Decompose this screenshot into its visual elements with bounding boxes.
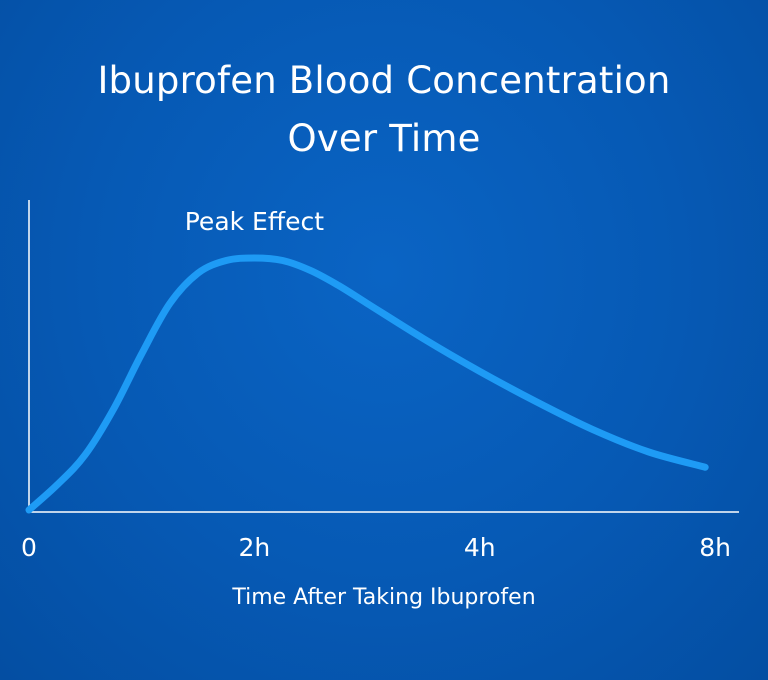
series-line-concentration: [25, 254, 709, 514]
chart-axes: [28, 200, 739, 513]
chart-title-line-1: Ibuprofen Blood Concentration: [97, 59, 671, 102]
series-layer: [25, 254, 709, 514]
chart-title: Ibuprofen Blood Concentration Over Time: [0, 52, 768, 168]
chart-title-line-2: Over Time: [287, 117, 481, 160]
x-tick-label: 4h: [464, 533, 496, 562]
x-tick-label: 2h: [239, 533, 271, 562]
peak-effect-annotation: Peak Effect: [185, 207, 324, 236]
x-tick-labels: 0 2h 4h 8h: [21, 533, 731, 562]
x-axis-label: Time After Taking Ibuprofen: [231, 585, 535, 610]
annotations: Peak Effect: [185, 207, 324, 236]
x-tick-label: 8h: [699, 533, 731, 562]
x-tick-label: 0: [21, 533, 37, 562]
